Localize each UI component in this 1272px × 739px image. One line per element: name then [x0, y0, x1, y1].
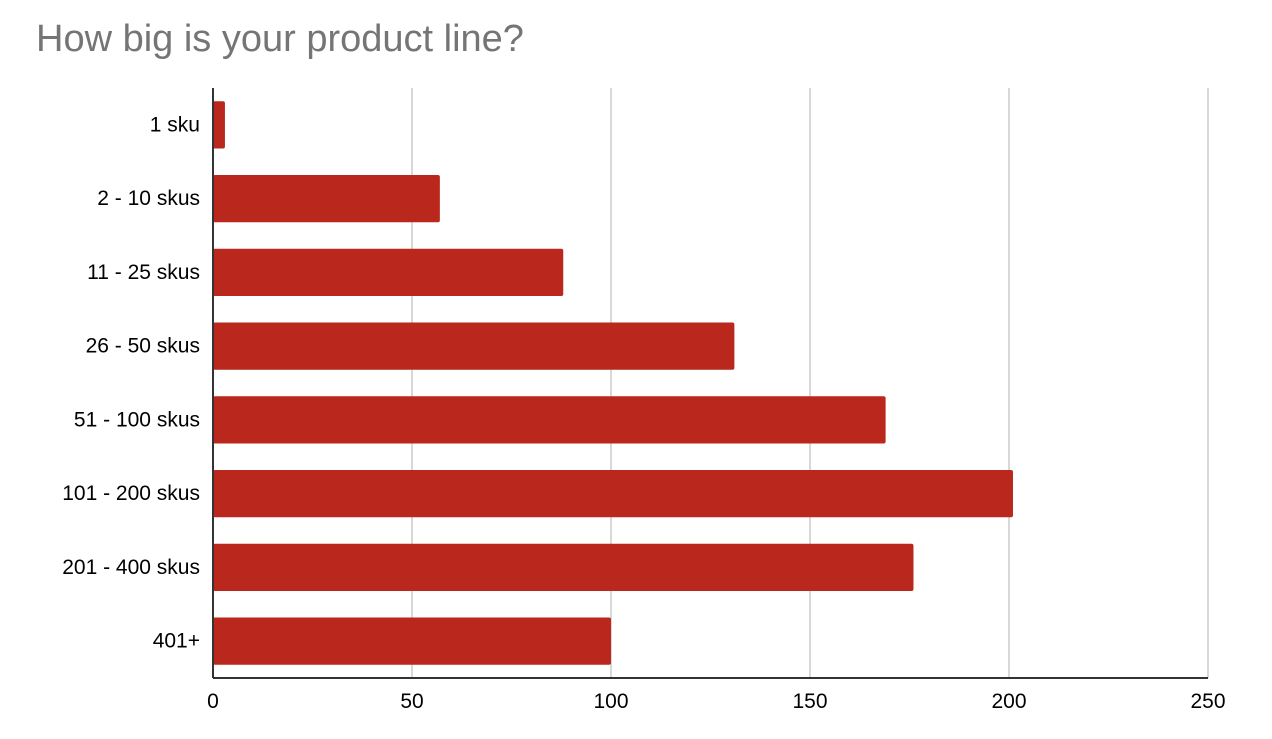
x-tick-label: 250 [1190, 690, 1225, 713]
bar-7 [213, 543, 914, 591]
x-tick-labels: 0 50 100 150 200 250 [207, 690, 1225, 713]
category-labels: 1 sku 2 - 10 skus 11 - 25 skus 26 - 50 skus… [62, 113, 200, 652]
bar-2 [213, 175, 440, 223]
x-tick-label: 50 [400, 690, 423, 713]
x-tick-label: 150 [792, 690, 827, 713]
category-label: 201 - 400 skus [62, 556, 200, 579]
category-label: 51 - 100 skus [74, 408, 200, 431]
x-tick-label: 100 [593, 690, 628, 713]
category-label: 1 sku [150, 113, 200, 136]
bar-8 [213, 617, 611, 665]
category-label: 26 - 50 skus [86, 335, 200, 358]
category-label: 11 - 25 skus [87, 261, 200, 284]
axes [212, 88, 1208, 679]
category-label: 101 - 200 skus [62, 482, 200, 505]
bars [213, 101, 1013, 665]
x-tick-label: 200 [991, 690, 1026, 713]
bar-3 [213, 248, 564, 296]
chart-title: How big is your product line? [36, 18, 524, 60]
bar-6 [213, 470, 1013, 518]
x-tick-label: 0 [207, 690, 219, 713]
bar-1 [213, 101, 225, 149]
category-label: 2 - 10 skus [97, 187, 200, 210]
bar-5 [213, 396, 886, 444]
bar-4 [213, 322, 735, 370]
category-label: 401+ [153, 630, 200, 653]
